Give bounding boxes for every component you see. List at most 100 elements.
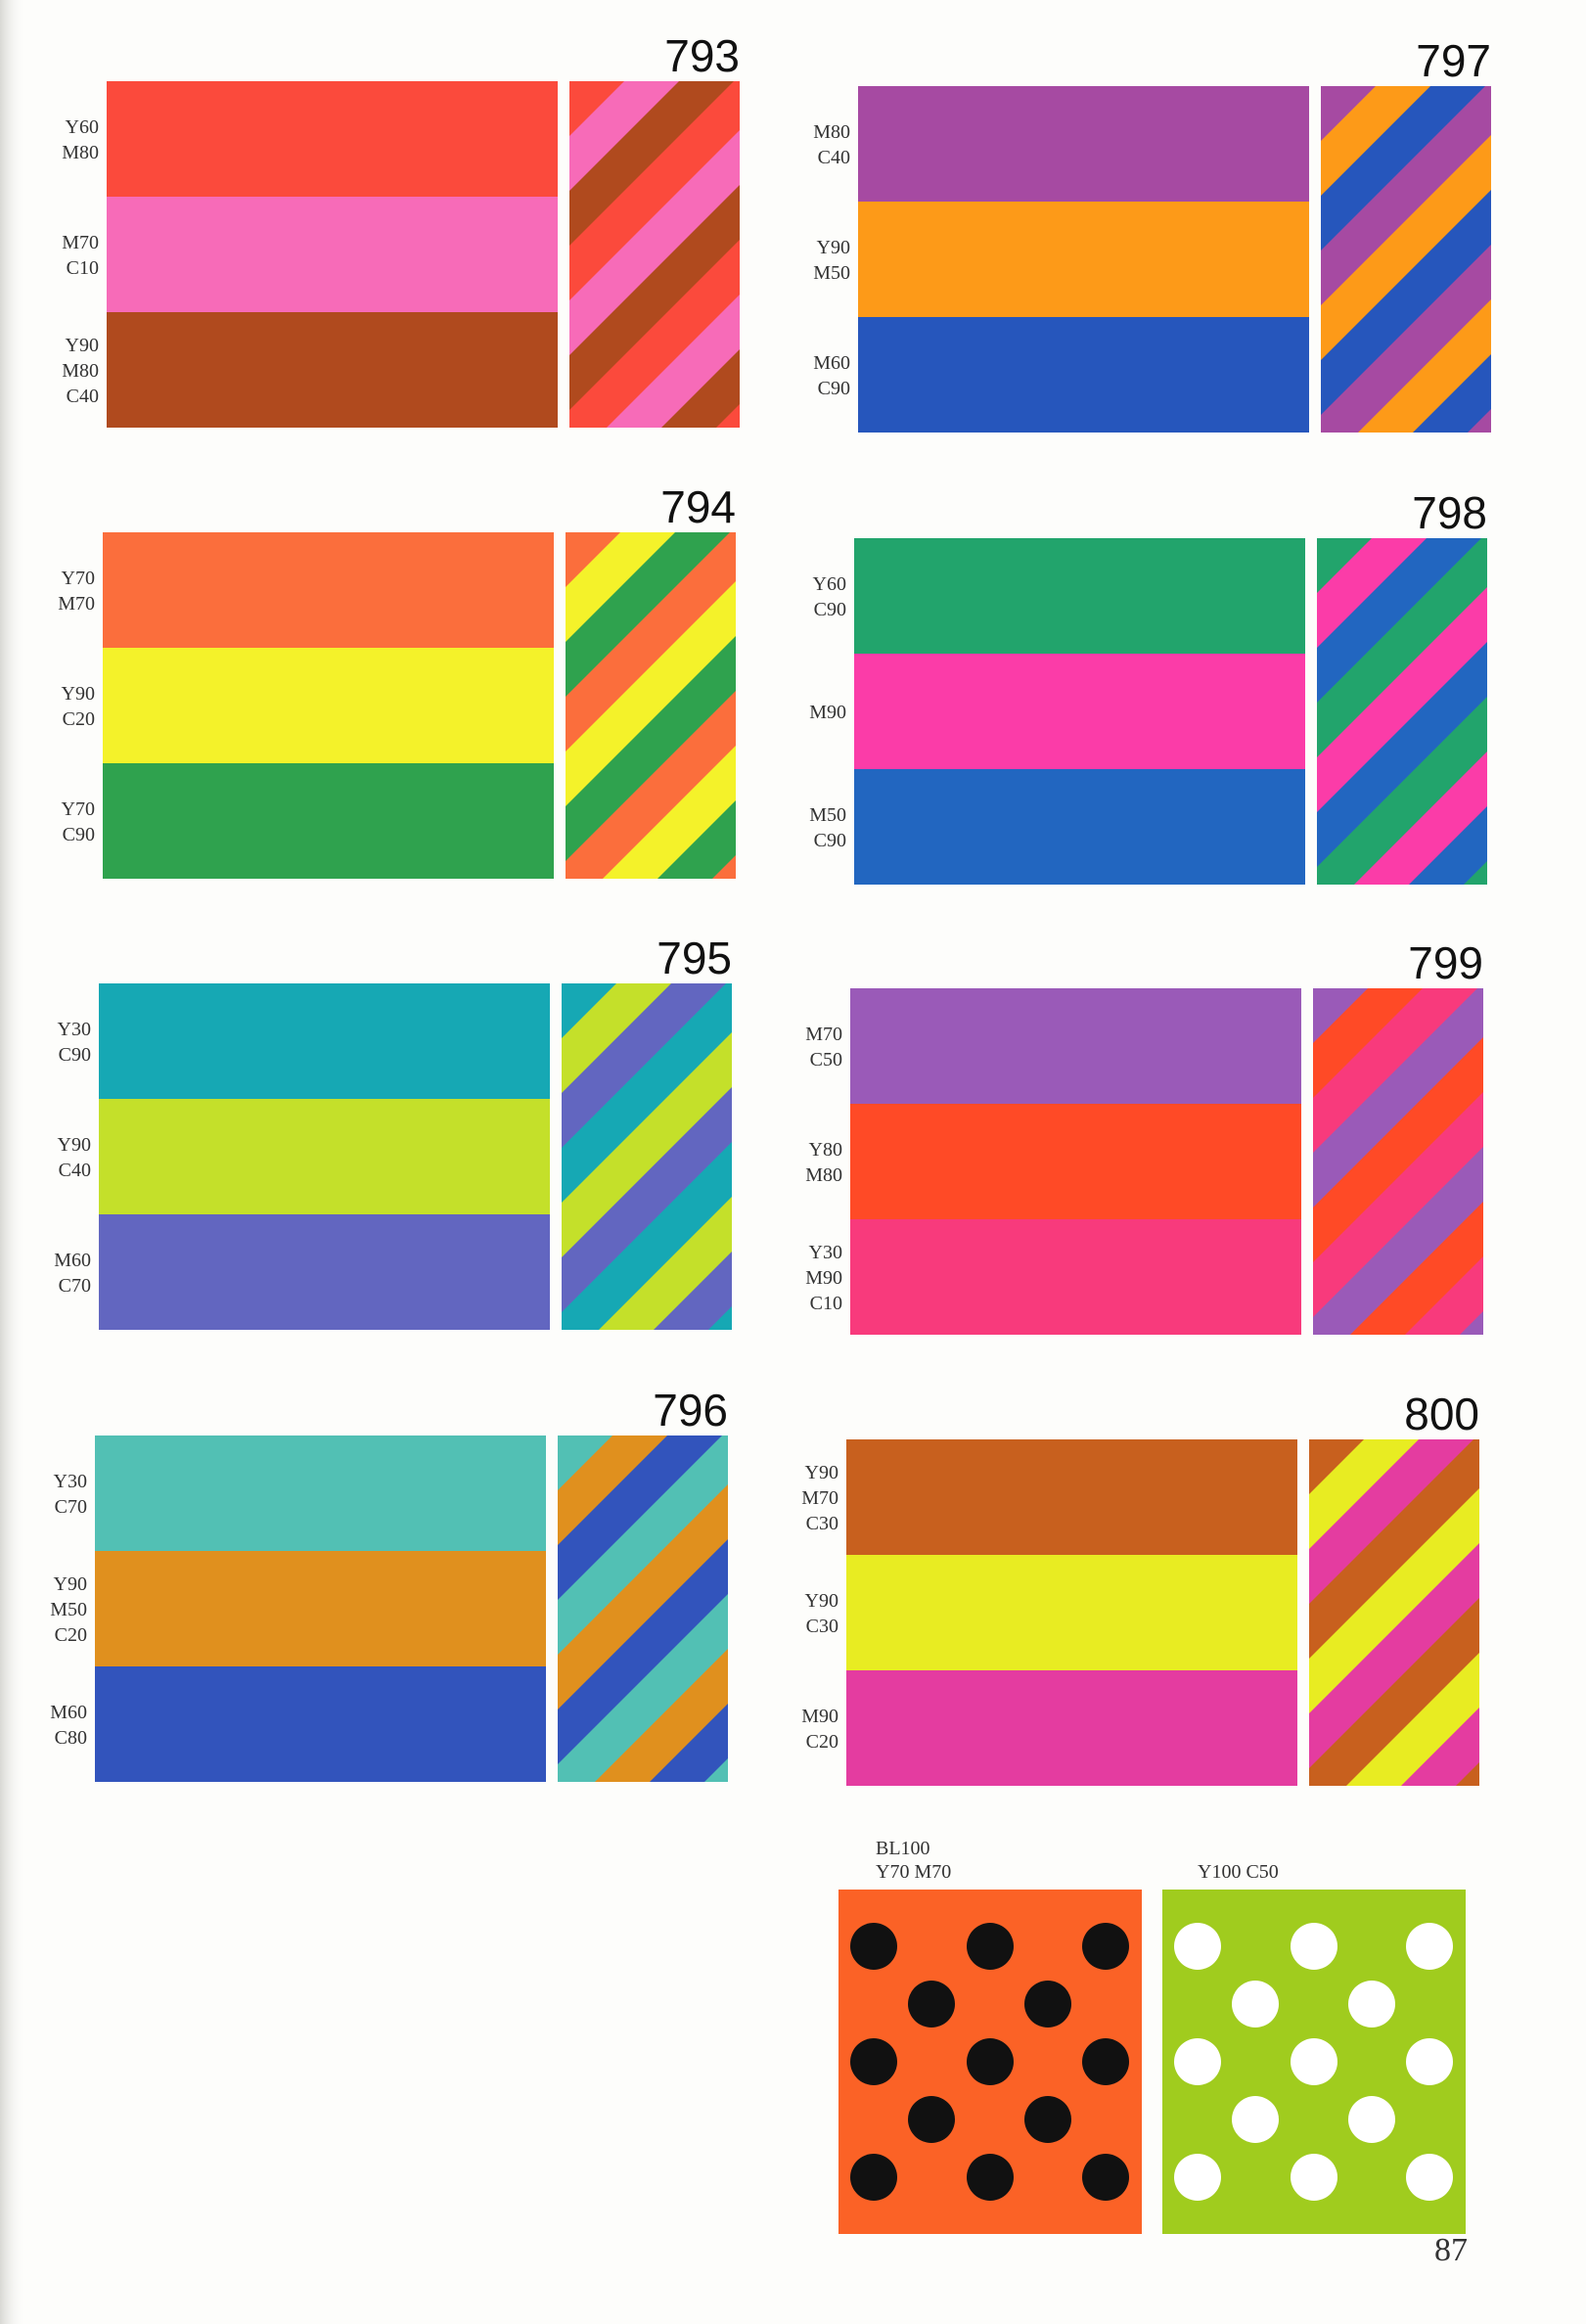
stripe (1309, 1543, 1479, 1769)
stripe (1317, 587, 1487, 813)
color-band (103, 532, 554, 648)
stripe-box (1309, 1439, 1479, 1786)
stripe (1321, 190, 1491, 416)
stripe (1350, 1202, 1483, 1335)
color-band (854, 769, 1305, 885)
dot (908, 2096, 955, 2143)
stripe (1413, 354, 1491, 433)
swatch-number: 799 (1408, 937, 1483, 988)
band-label: Y30 (58, 1019, 91, 1040)
band-label: C30 (806, 1513, 838, 1534)
color-band (858, 317, 1309, 433)
stripe (1313, 988, 1483, 1208)
swatch: 797 M80 C40 Y90 M50 M60 C90 (813, 35, 1491, 433)
band-label: C20 (55, 1624, 87, 1646)
stripe (603, 746, 736, 879)
color-band (95, 1435, 546, 1551)
swatch-number: 796 (653, 1385, 728, 1435)
stripe-box (1317, 538, 1487, 885)
color-band (858, 202, 1309, 317)
swatch-number: 798 (1412, 487, 1487, 538)
stripe (1346, 1653, 1479, 1786)
color-band (107, 81, 558, 197)
stripe (1354, 752, 1487, 885)
band-label: M70 (801, 1487, 838, 1509)
dot (1082, 2154, 1129, 2201)
dot (1406, 2154, 1453, 2201)
stripe-box (569, 81, 740, 428)
stripe (1317, 697, 1487, 885)
page-number: 87 (1434, 2232, 1468, 2268)
band-label: Y90 (817, 237, 850, 258)
band-label: C90 (818, 378, 850, 399)
band-label: Y60 (813, 573, 846, 595)
stripe (566, 581, 736, 807)
dot (850, 1923, 897, 1970)
stripe (1317, 642, 1487, 868)
band-label: Y30 (809, 1242, 842, 1263)
stripe (661, 349, 740, 428)
band-label: C10 (67, 257, 99, 279)
band-label: Y90 (62, 683, 95, 705)
dot (1406, 2038, 1453, 2085)
stripe (1464, 861, 1487, 885)
band-label: C90 (63, 824, 95, 845)
stripe (562, 1142, 732, 1330)
dot (1174, 1923, 1221, 1970)
band-label: Y90 (54, 1573, 87, 1595)
band-label: M80 (813, 121, 850, 143)
stripe (704, 1758, 728, 1782)
band-label: M60 (54, 1250, 91, 1271)
band-label: M80 (62, 360, 99, 382)
color-band (850, 1104, 1301, 1219)
dot-swatch: Y100 C50 (1162, 1861, 1466, 2234)
band-label: M60 (813, 352, 850, 374)
dot (1174, 2038, 1221, 2085)
color-band (846, 1670, 1297, 1786)
color-band (95, 1666, 546, 1782)
stripe (558, 1435, 728, 1656)
band-label: M60 (50, 1702, 87, 1723)
band-label: C20 (806, 1731, 838, 1753)
color-band (103, 763, 554, 879)
dot (967, 1923, 1014, 1970)
color-band (850, 988, 1301, 1104)
stripe-box (1321, 86, 1491, 433)
dot (1082, 2038, 1129, 2085)
band-label: M70 (805, 1024, 842, 1045)
dot (1024, 1981, 1071, 2028)
band-label: M70 (58, 593, 95, 615)
band-label: M50 (809, 804, 846, 826)
stripe (1460, 1311, 1483, 1335)
stripe (562, 983, 732, 1204)
color-band (95, 1551, 546, 1666)
band-label: C70 (59, 1275, 91, 1297)
color-band (107, 312, 558, 428)
stripe (566, 532, 736, 752)
dot (908, 1981, 955, 2028)
color-band (854, 654, 1305, 769)
band-label: C40 (818, 147, 850, 168)
color-band (107, 197, 558, 312)
band-label: M90 (801, 1706, 838, 1727)
stripe (1309, 1439, 1479, 1660)
swatch-number: 794 (660, 481, 736, 532)
dot (1348, 2096, 1395, 2143)
dot (850, 2038, 897, 2085)
stripe (569, 81, 740, 301)
stripe (654, 1252, 732, 1330)
dot (967, 2038, 1014, 2085)
swatch-number: 800 (1404, 1389, 1479, 1439)
dot (1291, 1923, 1337, 1970)
dot (1291, 2038, 1337, 2085)
stripe (657, 800, 736, 879)
color-band (103, 648, 554, 763)
stripe (1309, 1598, 1479, 1786)
band-label: M80 (62, 142, 99, 163)
stripe (569, 185, 740, 411)
dot (1082, 1923, 1129, 1970)
stripe (1313, 1037, 1483, 1263)
